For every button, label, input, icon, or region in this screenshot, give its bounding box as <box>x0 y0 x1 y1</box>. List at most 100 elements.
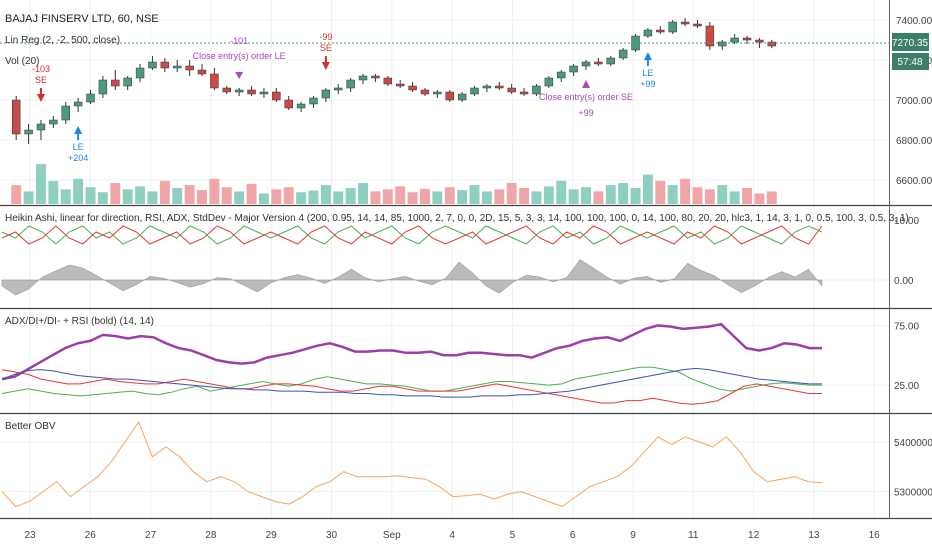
candle-body[interactable] <box>210 73 219 89</box>
candle-body[interactable] <box>111 79 120 87</box>
candle-body[interactable] <box>457 93 467 101</box>
candle-body[interactable] <box>61 105 70 121</box>
candle-body[interactable] <box>482 85 492 89</box>
candle-body[interactable] <box>656 29 665 33</box>
volume-bar <box>147 191 158 204</box>
candle-body[interactable] <box>507 87 516 93</box>
price-candles[interactable] <box>11 18 777 144</box>
candle-body[interactable] <box>606 57 615 65</box>
candle-body[interactable] <box>395 83 405 87</box>
volume-bar <box>605 185 616 204</box>
annotation-exit-2: Close entry(s) order SE +99 <box>539 80 633 118</box>
candle-body[interactable] <box>730 37 739 43</box>
candle-body[interactable] <box>358 75 368 81</box>
x-tick-label: 9 <box>630 530 636 541</box>
volume-bar <box>370 191 381 204</box>
candle-body[interactable] <box>86 93 95 103</box>
candle-body[interactable] <box>334 87 343 91</box>
candle-body[interactable] <box>49 119 58 125</box>
volume-bar <box>457 190 468 204</box>
volume-bar <box>73 178 84 204</box>
price-tick-label: 6600.00 <box>896 176 932 187</box>
candle-body[interactable] <box>383 77 393 85</box>
series-line[interactable] <box>1 225 823 245</box>
series-line[interactable] <box>1 225 823 245</box>
candle-body[interactable] <box>173 65 182 69</box>
series-line[interactable] <box>1 369 822 405</box>
candle-body[interactable] <box>594 61 603 65</box>
series-line[interactable] <box>1 367 822 398</box>
candle-body[interactable] <box>544 77 554 87</box>
candle-body[interactable] <box>135 67 145 79</box>
candle-body[interactable] <box>234 89 244 93</box>
candle-body[interactable] <box>680 21 690 25</box>
candle-body[interactable] <box>309 97 318 105</box>
series-line[interactable] <box>1 420 823 508</box>
candle-body[interactable] <box>519 91 529 95</box>
candle-body[interactable] <box>222 87 231 93</box>
volume-bar <box>754 193 765 204</box>
volume-study-label[interactable]: Vol (20) <box>5 56 39 67</box>
candle-body[interactable] <box>11 99 21 135</box>
candle-body[interactable] <box>73 101 83 107</box>
candle-body[interactable] <box>755 39 764 43</box>
better-obv-pane[interactable]: Better OBV <box>1 420 823 508</box>
candle-body[interactable] <box>718 41 727 47</box>
candle-body[interactable] <box>557 71 566 79</box>
candle-body[interactable] <box>272 91 281 101</box>
annotation-text: -99 <box>319 32 332 42</box>
volume-bar <box>172 188 183 204</box>
candle-body[interactable] <box>631 35 640 51</box>
candle-body[interactable] <box>247 89 256 95</box>
candle-body[interactable] <box>495 85 504 89</box>
series-line[interactable] <box>1 322 822 381</box>
candle-body[interactable] <box>284 99 293 109</box>
candle-body[interactable] <box>767 41 777 47</box>
candle-body[interactable] <box>148 61 157 69</box>
candle-body[interactable] <box>408 85 417 91</box>
candle-body[interactable] <box>197 69 207 75</box>
volume-bar <box>85 187 96 204</box>
candle-body[interactable] <box>693 23 702 27</box>
candle-body[interactable] <box>581 61 591 67</box>
x-tick-label: 13 <box>808 530 820 541</box>
candle-body[interactable] <box>296 103 306 109</box>
candle-body[interactable] <box>346 79 355 89</box>
adx-title[interactable]: ADX/DI+/DI- + RSI (bold) (14, 14) <box>5 316 154 327</box>
volume-bar <box>481 191 492 204</box>
adx-rsi-pane[interactable]: ADX/DI+/DI- + RSI (bold) (14, 14) <box>1 316 822 405</box>
candle-body[interactable] <box>321 89 331 99</box>
candle-body[interactable] <box>185 65 194 71</box>
volume-bar <box>506 183 517 204</box>
candle-body[interactable] <box>433 91 442 95</box>
pane-tick-label: 0.00 <box>894 276 914 287</box>
volume-bar <box>395 186 406 204</box>
candle-body[interactable] <box>160 61 170 69</box>
candle-body[interactable] <box>123 77 132 87</box>
candle-body[interactable] <box>24 129 33 135</box>
linreg-study-label[interactable]: Lin Reg (2, -2, 500, close) <box>5 35 120 46</box>
heikin-ashi-oscillator[interactable]: Heikin Ashi, linear for direction, RSI, … <box>1 213 909 296</box>
candle-body[interactable] <box>532 85 541 95</box>
candle-body[interactable] <box>259 91 269 95</box>
candle-body[interactable] <box>705 25 715 47</box>
annotation-text: SE <box>35 75 47 85</box>
candle-body[interactable] <box>569 65 578 73</box>
candle-body[interactable] <box>668 21 677 33</box>
annotation-exit-1: -101 Close entry(s) order LE <box>193 36 286 79</box>
volume-bar <box>556 180 567 204</box>
candle-body[interactable] <box>643 29 653 37</box>
candle-body[interactable] <box>445 91 454 101</box>
series-line[interactable] <box>1 366 822 397</box>
candle-body[interactable] <box>470 87 479 95</box>
oscillator-title[interactable]: Heikin Ashi, linear for direction, RSI, … <box>5 213 909 224</box>
candle-body[interactable] <box>742 37 752 41</box>
obv-title[interactable]: Better OBV <box>5 421 56 432</box>
candle-body[interactable] <box>98 79 108 95</box>
candle-body[interactable] <box>420 89 430 95</box>
candle-body[interactable] <box>36 123 46 131</box>
candle-body[interactable] <box>618 49 628 59</box>
candle-body[interactable] <box>371 75 380 79</box>
